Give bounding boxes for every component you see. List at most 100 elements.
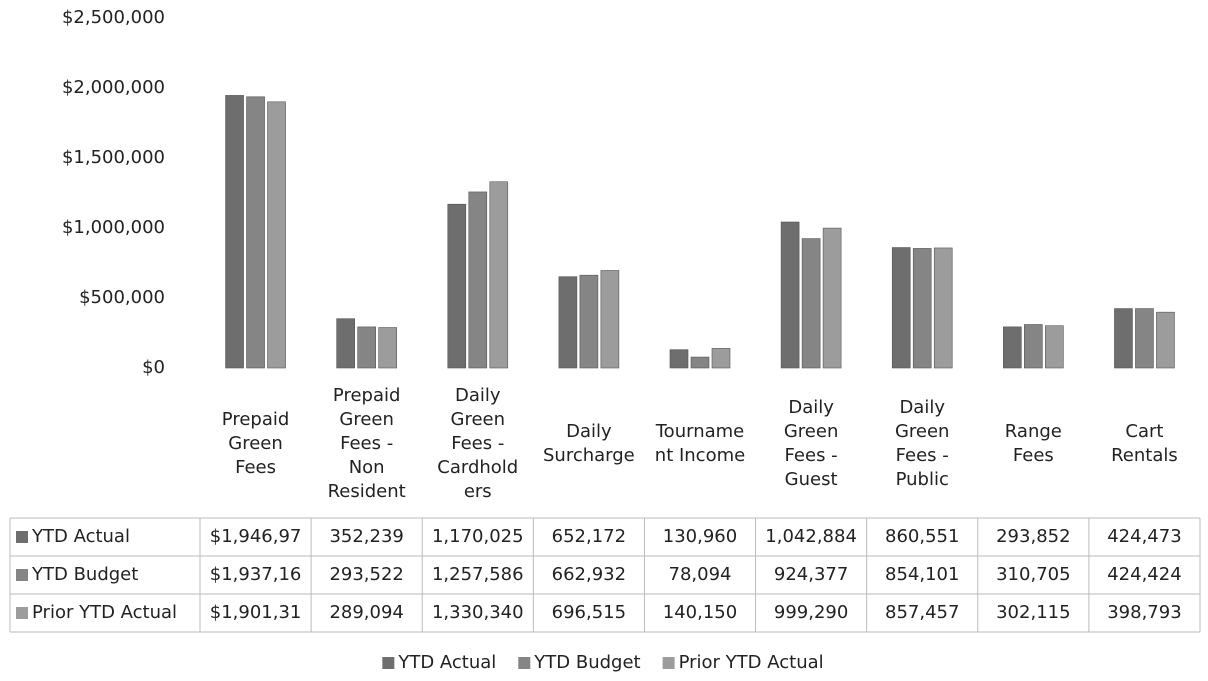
x-tick-label: Prepaid Green Fees - Non Resident [321,372,413,516]
table-cell: 398,793 [1107,602,1181,623]
table-cell: 424,473 [1107,526,1181,547]
x-tick-text: Daily Green Fees - Cardholders [437,385,519,502]
row-swatch [16,531,28,543]
y-tick-label: $1,500,000 [62,147,165,168]
row-header: Prior YTD Actual [32,602,177,623]
bar [933,247,953,369]
bar [378,327,397,369]
table-cell: 293,522 [329,564,403,585]
row-header: YTD Actual [31,526,130,547]
table-cell: 924,377 [774,564,848,585]
bar [1114,308,1133,369]
x-tick-text: Daily Green Fees - Guest [783,397,839,490]
x-tick-label: Range Fees [987,372,1079,516]
x-tick-label: Daily Surcharge [543,372,635,516]
x-tick-text: Cart Rentals [1111,421,1178,466]
table-cell: 310,705 [996,564,1070,585]
x-tick-label: Prepaid Green Fees [210,372,302,516]
table-cell: $1,946,97 [210,526,302,547]
bar [246,96,265,369]
table-cell: 302,115 [996,602,1070,623]
table-cell: 424,424 [1107,564,1181,585]
table-cell: 652,172 [552,526,626,547]
x-label-box: Tournament Income [654,372,746,516]
x-tick-text: Daily Green Fees - Public [894,397,950,490]
bar [447,203,467,369]
x-label-box: Prepaid Green Fees [210,372,302,516]
bar [336,318,355,369]
x-tick-text: Daily Surcharge [542,421,635,466]
legend-swatch [662,657,675,669]
table-cell: 289,094 [329,602,403,623]
table-cell: 352,239 [329,526,403,547]
legend-item: YTD Budget [518,652,641,673]
y-tick-label: $2,500,000 [62,7,165,28]
table-cell: 1,042,884 [765,526,857,547]
legend-item: Prior YTD Actual [662,652,824,673]
legend-swatch [518,657,531,669]
x-tick-label: Tournament Income [654,372,746,516]
x-tick-label: Daily Green Fees - Cardholders [432,372,524,516]
bar [891,247,911,369]
table-cell: 662,932 [552,564,626,585]
x-label-box: Daily Green Fees - Cardholders [432,372,524,516]
x-label-box: Daily Green Fees - Guest [765,372,857,516]
x-tick-label: Daily Green Fees - Guest [765,372,857,516]
bar [225,95,244,369]
bar [600,270,620,369]
row-header: YTD Budget [31,564,138,585]
bar [579,274,599,369]
bar [1156,311,1175,369]
table-cell: 1,170,025 [432,526,524,547]
y-tick-label: $0 [142,357,165,378]
table-cell: 293,852 [996,526,1070,547]
bar [558,276,578,369]
table-cell: 696,515 [552,602,626,623]
table-cell: 1,257,586 [432,564,524,585]
legend-swatch [382,657,395,669]
y-tick-label: $1,000,000 [62,217,165,238]
y-tick-label: $500,000 [79,287,165,308]
x-tick-text: Prepaid Green Fees [221,409,290,478]
x-tick-text: Range Fees [1004,421,1062,466]
bar [669,349,689,369]
table-cell: 857,457 [885,602,959,623]
bar [489,181,509,369]
table-cell: $1,937,16 [210,564,302,585]
legend-label: YTD Budget [533,652,640,673]
legend-label: YTD Actual [397,652,496,673]
table-cell: 1,330,340 [432,602,524,623]
y-tick-label: $2,000,000 [62,77,165,98]
bar [912,248,932,369]
x-tick-label: Cart Rentals [1098,372,1190,516]
table-cell: 999,290 [774,602,848,623]
bar [711,348,731,369]
table-cell: 140,150 [663,602,737,623]
table-cell: 130,960 [663,526,737,547]
table-cell: $1,901,31 [210,602,302,623]
bar [1135,308,1154,369]
row-swatch [16,569,28,581]
bar [1024,324,1043,369]
bar [468,191,488,369]
table-cell: 860,551 [885,526,959,547]
bar [357,326,376,369]
row-swatch [16,607,28,619]
bar [690,356,710,369]
table-cell: 854,101 [885,564,959,585]
x-label-box: Daily Green Fees - Public [876,372,968,516]
x-label-box: Range Fees [987,372,1079,516]
x-tick-label: Daily Green Fees - Public [876,372,968,516]
bar [780,221,800,369]
x-tick-text: Prepaid Green Fees - Non Resident [327,385,406,502]
x-label-box: Daily Surcharge [543,372,635,516]
bar [822,227,842,369]
legend-label: Prior YTD Actual [679,652,824,673]
bar [1003,326,1022,369]
bar [1045,325,1064,369]
legend-item: YTD Actual [382,652,496,673]
x-label-box: Cart Rentals [1098,372,1190,516]
x-tick-text: Tournament Income [654,421,746,466]
bar [801,238,821,369]
